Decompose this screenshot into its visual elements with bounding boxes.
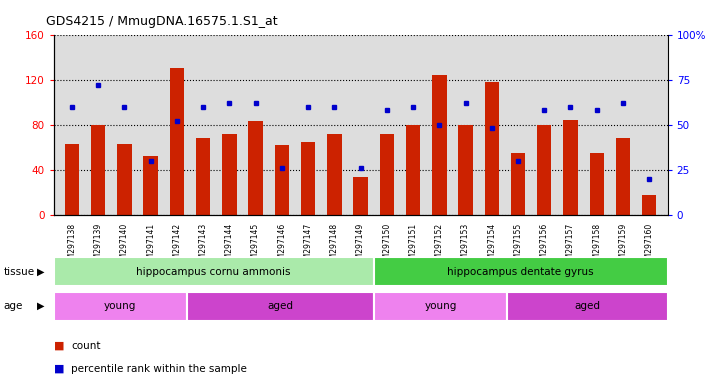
Text: GDS4215 / MmugDNA.16575.1.S1_at: GDS4215 / MmugDNA.16575.1.S1_at (46, 15, 278, 28)
Text: ▶: ▶ (37, 266, 45, 277)
Bar (54, 257, 374, 286)
Bar (91, 125, 106, 215)
Text: aged: aged (575, 301, 600, 311)
Bar (537, 125, 551, 215)
Bar (508, 292, 668, 321)
Text: hippocampus dentate gyrus: hippocampus dentate gyrus (448, 266, 594, 277)
Bar (458, 125, 473, 215)
Text: hippocampus cornu ammonis: hippocampus cornu ammonis (136, 266, 291, 277)
Bar (196, 138, 211, 215)
Bar (374, 292, 508, 321)
Bar (144, 156, 158, 215)
Text: percentile rank within the sample: percentile rank within the sample (71, 364, 247, 374)
Bar (432, 75, 446, 215)
Bar (563, 120, 578, 215)
Text: ■: ■ (54, 341, 64, 351)
Bar (170, 68, 184, 215)
Bar (353, 177, 368, 215)
Bar (222, 134, 236, 215)
Text: young: young (425, 301, 457, 311)
Bar (65, 144, 79, 215)
Bar (642, 195, 656, 215)
Bar (406, 125, 421, 215)
Bar (590, 153, 604, 215)
Bar (327, 134, 341, 215)
Bar (275, 145, 289, 215)
Text: aged: aged (268, 301, 293, 311)
Text: tissue: tissue (4, 266, 35, 277)
Bar (615, 138, 630, 215)
Bar (511, 153, 526, 215)
Text: age: age (4, 301, 23, 311)
Bar (248, 121, 263, 215)
Bar (187, 292, 374, 321)
Bar (54, 292, 187, 321)
Bar (485, 82, 499, 215)
Text: count: count (71, 341, 101, 351)
Bar (117, 144, 131, 215)
Bar (374, 257, 668, 286)
Text: ■: ■ (54, 364, 64, 374)
Text: ▶: ▶ (37, 301, 45, 311)
Bar (301, 142, 316, 215)
Text: young: young (104, 301, 136, 311)
Bar (380, 134, 394, 215)
